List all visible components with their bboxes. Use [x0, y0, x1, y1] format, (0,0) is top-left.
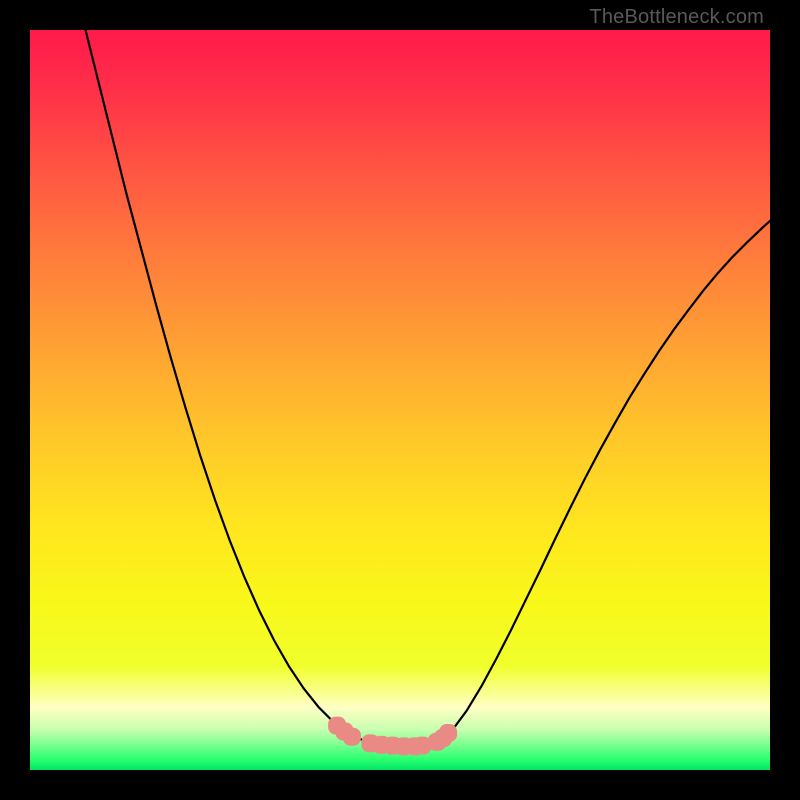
curves-layer: [30, 30, 770, 770]
left-curve: [86, 30, 386, 746]
plot-area: [30, 30, 770, 770]
watermark-text: TheBottleneck.com: [589, 6, 764, 29]
curve-marker: [343, 728, 361, 746]
curve-marker: [439, 724, 457, 742]
right-curve: [430, 221, 770, 746]
